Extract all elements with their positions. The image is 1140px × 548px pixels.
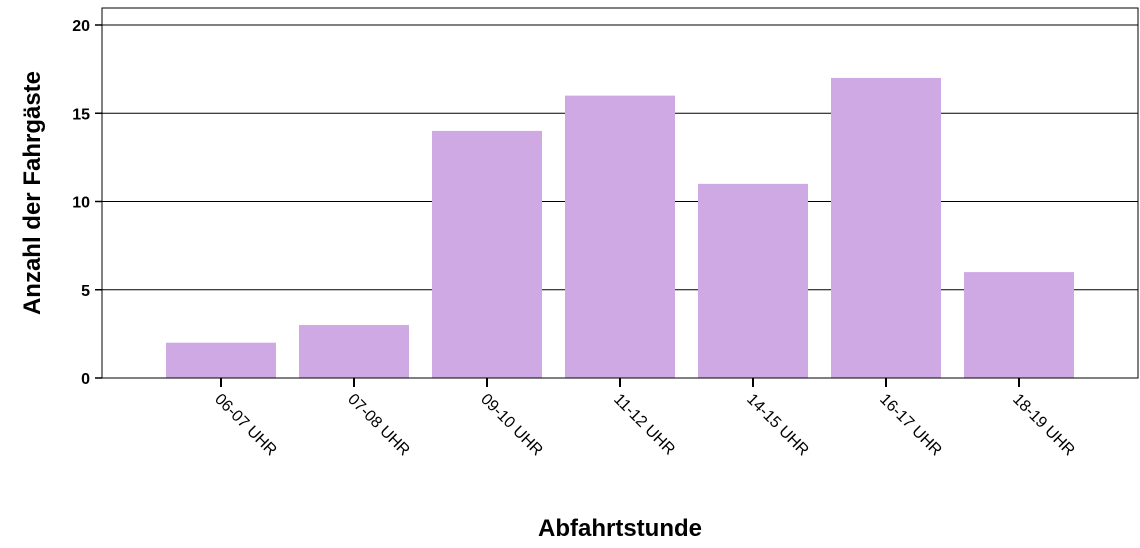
y-tick-label: 10: [72, 195, 90, 212]
bar: [831, 77, 941, 378]
bar: [698, 183, 808, 378]
y-axis-title: Anzahl der Fahrgäste: [19, 71, 46, 315]
y-tick-label: 15: [72, 106, 90, 123]
y-tick-label: 5: [81, 283, 90, 300]
y-axis-ticks: 0 5 10 15 20: [72, 18, 102, 388]
x-tick-label: 06-07 UHR: [211, 391, 280, 460]
x-axis-title: Abfahrtstunde: [538, 515, 702, 542]
bar: [166, 342, 276, 378]
x-tick-label: 14-15 UHR: [743, 391, 812, 460]
bar: [299, 325, 409, 378]
x-tick-label: 07-08 UHR: [344, 391, 413, 460]
y-tick-label: 20: [72, 18, 90, 35]
x-tick-label: 11-12 UHR: [610, 391, 678, 459]
x-tick-label: 18-19 UHR: [1009, 391, 1078, 460]
bar: [964, 272, 1074, 378]
x-tick-label: 16-17 UHR: [876, 391, 945, 460]
y-tick-label: 0: [81, 371, 90, 388]
bar: [432, 130, 542, 378]
bars: [166, 77, 1074, 378]
x-axis-ticks: 06-07 UHR 07-08 UHR 09-10 UHR 11-12 UHR 14-1…: [211, 378, 1078, 459]
x-tick-label: 09-10 UHR: [477, 391, 546, 460]
bar: [565, 95, 675, 378]
